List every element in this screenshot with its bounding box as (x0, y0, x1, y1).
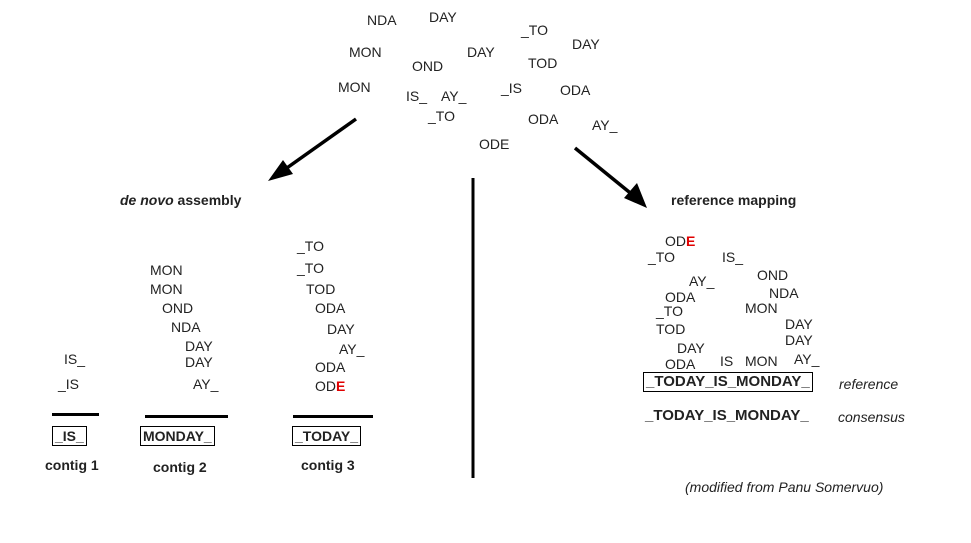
contig-bar (293, 415, 373, 418)
read: ODA (528, 111, 559, 127)
read: ODA (315, 300, 346, 316)
consensus-label: consensus (838, 409, 905, 425)
denovo-title-italic: de novo (120, 192, 174, 208)
read: TOD (528, 55, 558, 71)
read: IS_ (406, 88, 428, 104)
read: MON (150, 281, 183, 297)
read: ODA (665, 289, 696, 305)
read: ODA (665, 356, 696, 372)
contig-label: contig 3 (301, 457, 355, 473)
read: _IS (58, 376, 80, 392)
read: NDA (367, 12, 397, 28)
read: MON (745, 353, 778, 369)
read: IS_ (722, 249, 744, 265)
read: DAY (677, 340, 705, 356)
read: ODA (560, 82, 591, 98)
read: DAY (185, 338, 213, 354)
read: AY_ (441, 88, 467, 104)
contig-bar (52, 413, 99, 416)
read: MON (338, 79, 371, 95)
sequencing-error-letter: E (336, 378, 346, 394)
read: MON (745, 300, 778, 316)
arrow-to-reference-mapping (573, 146, 647, 208)
read: DAY (785, 316, 813, 332)
read: _TO (297, 260, 324, 276)
denovo-title: de novo assembly (120, 192, 241, 208)
read: _TO (521, 22, 548, 38)
read: TOD (306, 281, 336, 297)
read: DAY (327, 321, 355, 337)
read: _TO (656, 303, 683, 319)
read-prefix: OD (665, 233, 686, 249)
contig-bar (145, 415, 228, 418)
read: NDA (171, 319, 201, 335)
read: TOD (656, 321, 686, 337)
read: _TO (428, 108, 455, 124)
read: DAY (467, 44, 495, 60)
read: DAY (185, 354, 213, 370)
read: AY_ (689, 273, 715, 289)
read: MON (349, 44, 382, 60)
read: AY_ (339, 341, 365, 357)
read-with-error: ODE (665, 233, 695, 249)
read: ODA (315, 359, 346, 375)
contig-sequence-box: _TODAY_ (292, 426, 362, 446)
read-prefix: OD (315, 378, 336, 394)
contig-sequence-box: MONDAY_ (140, 426, 215, 446)
read: OND (412, 58, 444, 74)
read: DAY (785, 332, 813, 348)
read: MON (150, 262, 183, 278)
credit-note: (modified from Panu Somervuo) (685, 479, 884, 495)
read: _TO (297, 238, 324, 254)
sequencing-error-letter: E (686, 233, 696, 249)
read: DAY (429, 9, 457, 25)
read: AY_ (794, 351, 820, 367)
read: DAY (572, 36, 600, 52)
consensus-sequence: _TODAY_IS_MONDAY_ (645, 407, 809, 424)
read: _IS (501, 80, 523, 96)
read: _TO (648, 249, 675, 265)
denovo-title-rest: assembly (173, 192, 242, 208)
read: AY_ (193, 376, 219, 392)
arrow-to-denovo (268, 117, 358, 181)
contig-label: contig 1 (45, 457, 99, 473)
read: OND (757, 267, 789, 283)
read: ODE (479, 136, 510, 152)
contig-sequence-box: _IS_ (52, 426, 87, 446)
read: IS (720, 353, 734, 369)
reference-mapping-title: reference mapping (671, 192, 797, 208)
reference-label: reference (839, 376, 899, 392)
read: AY_ (592, 117, 618, 133)
read-with-error: ODE (315, 378, 345, 394)
reference-sequence-box: _TODAY_IS_MONDAY_ (643, 372, 813, 392)
contig-label: contig 2 (153, 459, 207, 475)
read: IS_ (64, 351, 86, 367)
read: NDA (769, 285, 799, 301)
read: OND (162, 300, 194, 316)
